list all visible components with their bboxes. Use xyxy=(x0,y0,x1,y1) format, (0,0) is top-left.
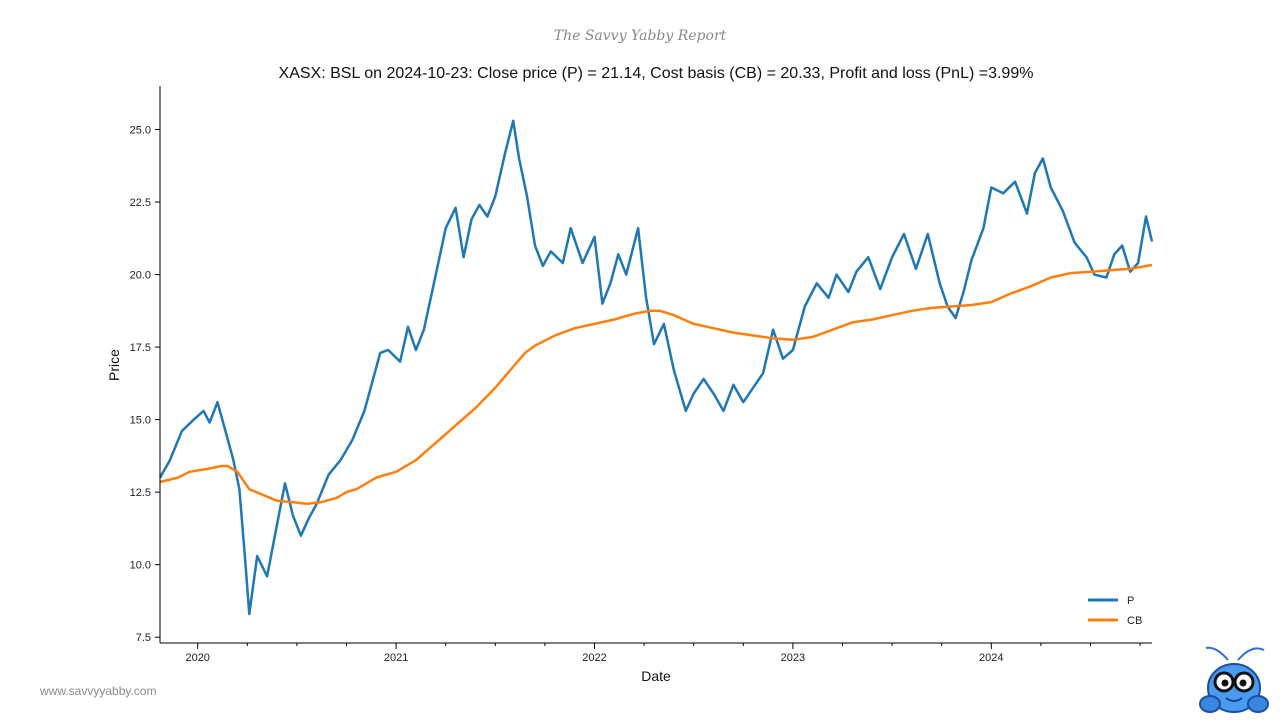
legend-label-p: P xyxy=(1127,595,1134,607)
series-line-cb xyxy=(159,263,1153,506)
x-ticks: 2020 2021 2022 2023 2024 xyxy=(185,643,1141,664)
x-axis-title: Date xyxy=(641,668,671,684)
plot-area xyxy=(158,119,1154,616)
axes xyxy=(159,86,1152,644)
y-tick-label: 22.5 xyxy=(130,197,151,209)
series-line-p xyxy=(158,119,1154,616)
y-tick-label: 17.5 xyxy=(130,342,151,354)
legend-label-cb: CB xyxy=(1127,615,1142,627)
chart-legend: P CB xyxy=(1088,595,1142,627)
footer-website: www.savvyyabby.com xyxy=(40,684,157,698)
y-tick-label: 20.0 xyxy=(130,270,151,282)
x-tick-label: 2023 xyxy=(781,652,805,664)
report-title: The Savvy Yabby Report xyxy=(553,28,727,44)
yabby-mascot-icon xyxy=(1199,646,1269,713)
y-tick-label: 12.5 xyxy=(130,487,151,499)
x-tick-label: 2021 xyxy=(384,652,408,664)
chart-title: XASX: BSL on 2024-10-23: Close price (P)… xyxy=(279,65,1034,82)
y-tick-label: 7.5 xyxy=(136,632,151,644)
y-ticks: 7.5 10.0 12.5 15.0 17.5 20.0 22.5 25.0 xyxy=(130,125,160,644)
x-tick-label: 2020 xyxy=(185,652,209,664)
x-tick-label: 2024 xyxy=(979,652,1003,664)
y-tick-label: 25.0 xyxy=(130,125,151,137)
y-tick-label: 15.0 xyxy=(130,415,151,427)
x-tick-label: 2022 xyxy=(582,652,606,664)
y-axis-title: Price xyxy=(106,349,122,381)
y-tick-label: 10.0 xyxy=(130,560,151,572)
